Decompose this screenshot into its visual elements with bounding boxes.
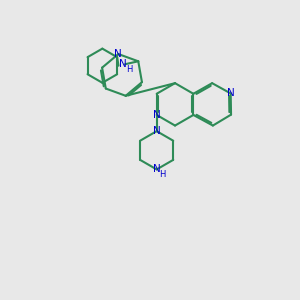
- Text: H: H: [159, 170, 166, 179]
- Text: N: N: [115, 49, 122, 59]
- Text: H: H: [126, 65, 132, 74]
- Text: N: N: [153, 126, 160, 136]
- Text: N: N: [119, 59, 127, 69]
- Text: N: N: [153, 164, 160, 174]
- Text: N: N: [227, 88, 235, 98]
- Text: N: N: [153, 110, 160, 120]
